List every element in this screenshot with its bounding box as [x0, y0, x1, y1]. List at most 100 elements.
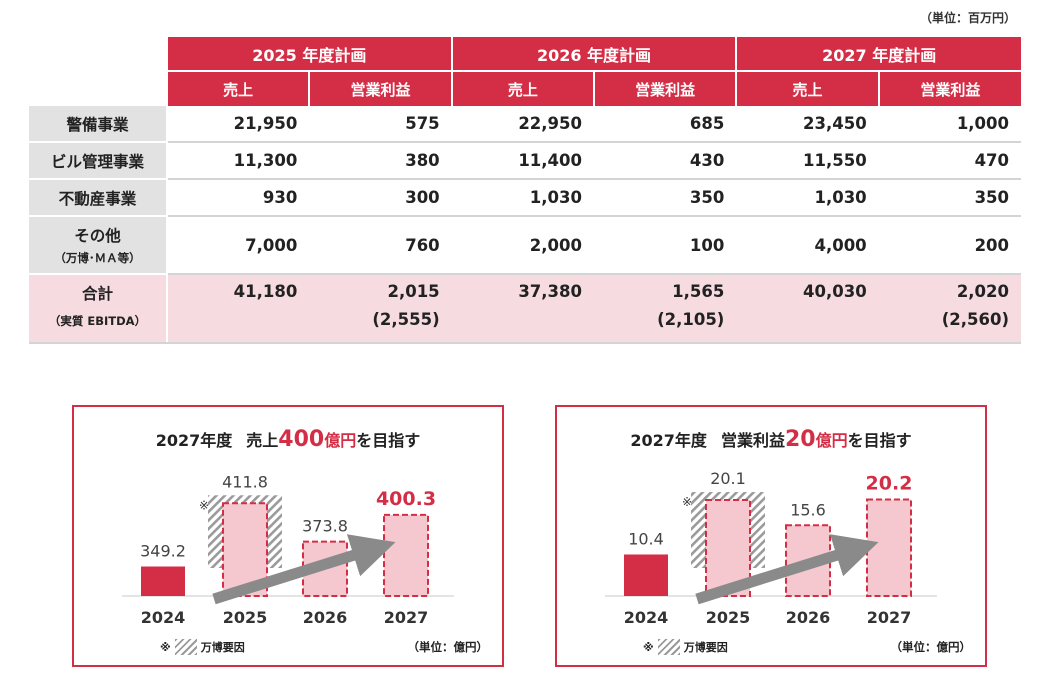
table-row: その他 （万博･ＭＡ等） 7,000 760 2,000 100 4,000 2… — [29, 216, 1022, 275]
sales-bar-chart: 349.2 2024 ※ 411.8 2025 373.8 2026 400.3 2027 — [122, 472, 454, 627]
profit-target-panel: 2027年度 営業利益20億円を目指す 10.4 2024 ※ 20.1 2025 15.6… — [555, 405, 987, 667]
legend-label: 万博要因 — [683, 641, 728, 654]
x-tick-label: 2026 — [786, 608, 831, 627]
legend: ※ 万博要因 — [160, 639, 245, 655]
header-sales: 売上 — [450, 71, 594, 106]
table-cell: 430 — [594, 142, 737, 180]
legend: ※ 万博要因 — [643, 639, 728, 655]
table-corner-sub — [29, 71, 167, 106]
row-label-main: その他 — [74, 227, 121, 245]
x-tick-label: 2027 — [384, 608, 429, 627]
table-cell: 7,000 — [167, 216, 310, 275]
bar-2024 — [624, 554, 668, 596]
table-cell: 930 — [167, 179, 310, 217]
table-row: ビル管理事業 11,300 380 11,400 430 11,550 470 — [29, 142, 1022, 180]
table-cell: 1,030 — [736, 179, 879, 217]
data-label: 373.8 — [302, 517, 348, 536]
total-op-profit: 1,565 — [672, 282, 725, 301]
table-cell: 350 — [878, 179, 1022, 217]
title-target-unit: 億円 — [324, 431, 357, 450]
table-cell: 575 — [309, 106, 452, 143]
x-tick-label: 2025 — [223, 608, 268, 627]
panel-title: 2027年度 営業利益20億円を目指す — [557, 427, 985, 452]
table-row: 警備事業 21,950 575 22,950 685 23,450 1,000 — [29, 106, 1022, 143]
data-label: 411.8 — [222, 472, 268, 491]
table-cell: 685 — [594, 106, 737, 143]
table-cell: 350 — [594, 179, 737, 217]
table-cell: 760 — [309, 216, 452, 275]
table-cell: 11,400 — [451, 142, 594, 180]
legend-mark: ※ — [643, 640, 654, 654]
row-label: 合計 （実質 EBITDA） — [29, 274, 168, 344]
title-metric: 営業利益 — [720, 431, 785, 450]
total-op-profit: 2,015 — [387, 282, 440, 301]
panel-unit: （単位：億円） — [890, 640, 972, 654]
header-op-profit: 営業利益 — [592, 71, 737, 106]
total-label: 合計 — [81, 285, 113, 303]
table-cell: 1,565 (2,105) — [594, 274, 737, 344]
table-cell: 11,300 — [167, 142, 310, 180]
row-label-sub: （万博･ＭＡ等） — [54, 251, 141, 265]
table-cell: 23,450 — [736, 106, 879, 143]
row-label: その他 （万博･ＭＡ等） — [29, 216, 168, 275]
business-plan-table: 2025 年度計画 2026 年度計画 2027 年度計画 売上 営業利益 売上… — [29, 37, 1022, 344]
x-tick-label: 2024 — [141, 608, 186, 627]
title-target-number: 400 — [278, 427, 325, 452]
growth-arrow — [695, 534, 879, 605]
table-row: 不動産事業 930 300 1,030 350 1,030 350 — [29, 179, 1022, 217]
data-label: 10.4 — [628, 529, 664, 548]
total-row: 合計 （実質 EBITDA） 41,180 2,015 (2,555) 37,3… — [29, 274, 1022, 344]
table-cell: 200 — [878, 216, 1022, 275]
data-label: 20.1 — [710, 469, 746, 488]
header-op-profit: 営業利益 — [308, 71, 452, 106]
legend-mark: ※ — [160, 640, 171, 654]
total-sublabel: （実質 EBITDA） — [48, 314, 147, 328]
data-label: 349.2 — [140, 542, 186, 561]
table-cell: 100 — [594, 216, 737, 275]
table-cell: 2,020 (2,560) — [878, 274, 1022, 344]
table-cell: 2,000 — [451, 216, 594, 275]
expo-note-mark: ※ — [199, 498, 209, 512]
table-cell: 22,950 — [451, 106, 594, 143]
hatch-swatch-icon — [174, 639, 197, 655]
title-metric: 売上 — [246, 431, 279, 450]
table-cell: 21,950 — [167, 106, 310, 143]
row-label: 警備事業 — [29, 106, 168, 143]
data-label: 400.3 — [376, 488, 436, 510]
sales-target-panel: 2027年度 売上400億円を目指す 349.2 2024 ※ 411.8 2025 373… — [72, 405, 504, 667]
title-suffix: を目指す — [356, 431, 421, 450]
legend-label: 万博要因 — [200, 641, 245, 654]
table-cell: 1,030 — [451, 179, 594, 217]
x-tick-label: 2026 — [303, 608, 348, 627]
title-suffix: を目指す — [847, 431, 912, 450]
bar-2024 — [141, 566, 185, 596]
ebitda-value: (2,555) — [372, 310, 440, 329]
panel-unit: （単位：億円） — [407, 640, 489, 654]
hatch-swatch-icon — [657, 639, 680, 655]
title-target-unit: 億円 — [815, 431, 848, 450]
unit-label-top: （単位：百万円） — [919, 11, 1016, 25]
x-tick-label: 2025 — [706, 608, 751, 627]
total-op-profit: 2,020 — [956, 282, 1010, 301]
table-cell: 37,380 — [451, 274, 594, 344]
panel-title: 2027年度 売上400億円を目指す — [74, 427, 502, 452]
header-sales: 売上 — [165, 71, 310, 106]
table-cell: 4,000 — [736, 216, 879, 275]
profit-bar-chart: 10.4 2024 ※ 20.1 2025 15.6 2026 20.2 2027 — [605, 469, 937, 627]
bar-2027 — [866, 498, 912, 597]
data-label: 20.2 — [866, 472, 913, 494]
growth-arrow — [212, 534, 396, 605]
title-year: 2027年度 — [630, 431, 707, 450]
table-cell: 380 — [309, 142, 452, 180]
title-target-number: 20 — [784, 427, 816, 452]
table-cell: 470 — [878, 142, 1022, 180]
header-year-2026: 2026 年度計画 — [450, 37, 737, 72]
ebitda-value: (2,560) — [941, 310, 1010, 329]
table-corner — [29, 37, 167, 71]
bar-2027 — [383, 513, 429, 597]
ebitda-value: (2,105) — [657, 310, 725, 329]
bar-2026 — [785, 524, 831, 597]
title-year: 2027年度 — [155, 431, 233, 450]
table-cell: 2,015 (2,555) — [309, 274, 452, 344]
table-cell: 300 — [309, 179, 452, 217]
